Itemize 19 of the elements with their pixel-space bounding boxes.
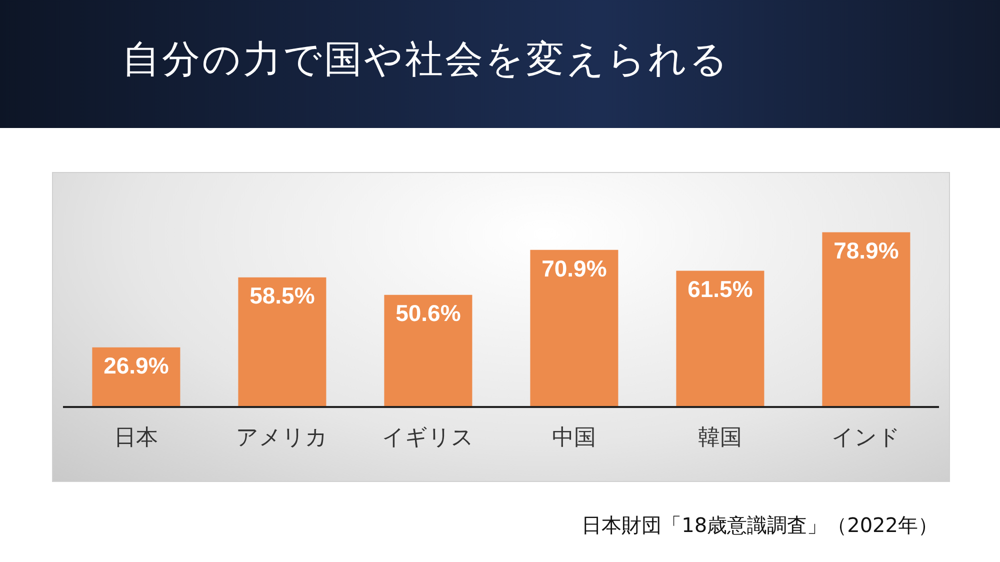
x-tick-label: 中国 bbox=[552, 426, 596, 451]
bar bbox=[822, 232, 910, 407]
x-tick-label: 韓国 bbox=[698, 426, 742, 451]
x-tick-label: インド bbox=[832, 426, 900, 451]
x-tick-label: アメリカ bbox=[236, 426, 328, 451]
bar bbox=[238, 277, 326, 407]
chart-title: 自分の力で国や社会を変えられる bbox=[122, 36, 730, 83]
data-label: 26.9% bbox=[104, 352, 169, 379]
bar bbox=[530, 250, 618, 407]
bar bbox=[676, 270, 764, 407]
data-label: 61.5% bbox=[688, 276, 753, 302]
bar bbox=[384, 294, 472, 407]
data-label: 78.9% bbox=[834, 238, 899, 264]
data-label: 50.6% bbox=[396, 300, 461, 326]
x-tick-label: イギリス bbox=[382, 426, 474, 451]
data-label: 70.9% bbox=[542, 255, 607, 282]
text: 日本財団「18歳意識調査」（2022年） bbox=[582, 512, 938, 539]
x-tick-label: 日本 bbox=[114, 426, 158, 451]
data-label: 58.5% bbox=[250, 282, 315, 309]
